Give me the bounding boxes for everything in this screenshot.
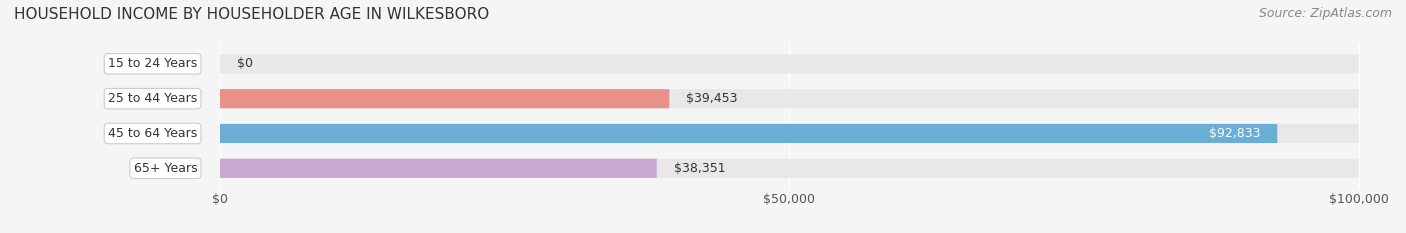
Text: $39,453: $39,453 xyxy=(686,92,738,105)
FancyBboxPatch shape xyxy=(219,159,657,178)
Text: $38,351: $38,351 xyxy=(673,162,725,175)
Text: 15 to 24 Years: 15 to 24 Years xyxy=(108,57,197,70)
Text: Source: ZipAtlas.com: Source: ZipAtlas.com xyxy=(1258,7,1392,20)
FancyBboxPatch shape xyxy=(219,124,1358,143)
Text: 65+ Years: 65+ Years xyxy=(134,162,197,175)
FancyBboxPatch shape xyxy=(219,54,1358,73)
Text: HOUSEHOLD INCOME BY HOUSEHOLDER AGE IN WILKESBORO: HOUSEHOLD INCOME BY HOUSEHOLDER AGE IN W… xyxy=(14,7,489,22)
Text: $92,833: $92,833 xyxy=(1209,127,1260,140)
Text: $0: $0 xyxy=(238,57,253,70)
FancyBboxPatch shape xyxy=(219,124,1277,143)
Text: 25 to 44 Years: 25 to 44 Years xyxy=(108,92,197,105)
FancyBboxPatch shape xyxy=(219,89,669,108)
Text: 45 to 64 Years: 45 to 64 Years xyxy=(108,127,197,140)
FancyBboxPatch shape xyxy=(219,159,1358,178)
FancyBboxPatch shape xyxy=(219,89,1358,108)
